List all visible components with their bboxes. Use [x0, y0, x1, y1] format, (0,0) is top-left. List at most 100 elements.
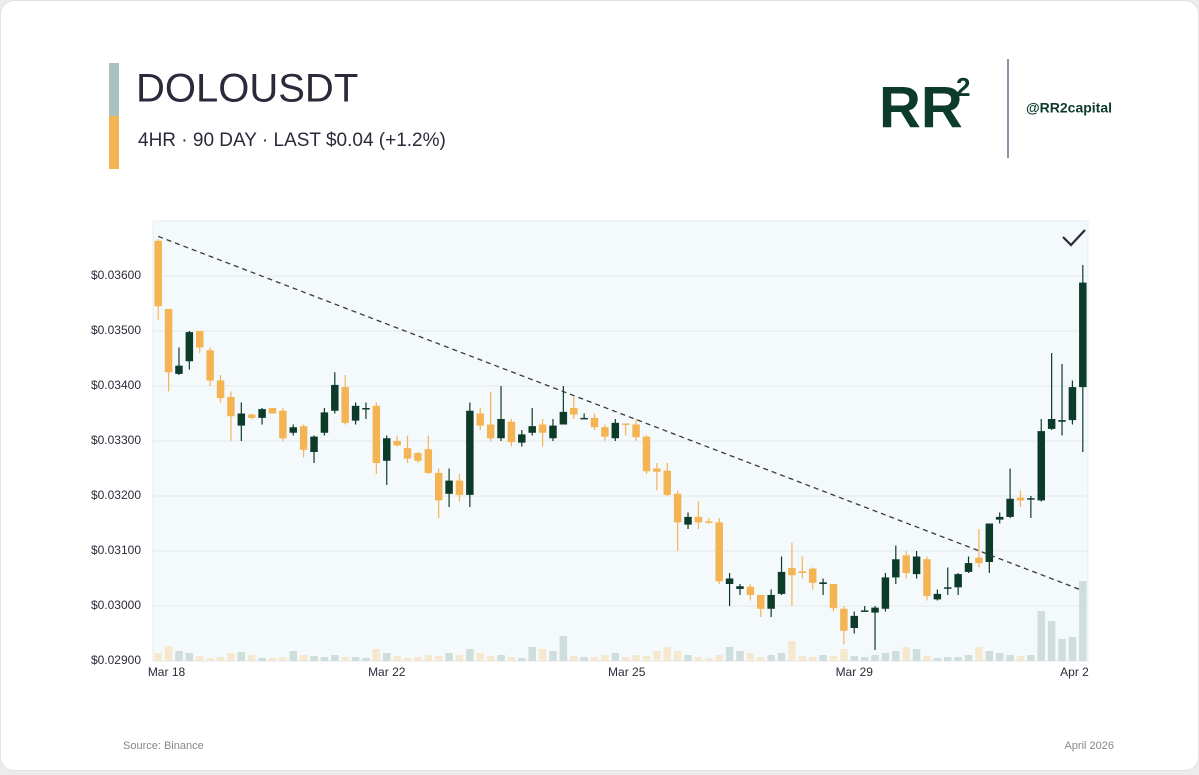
volume-bar [954, 657, 962, 661]
candle-body [196, 331, 204, 348]
volume-bar [995, 653, 1004, 661]
candle-body [840, 608, 848, 631]
volume-bar [767, 655, 775, 661]
volume-bar [757, 657, 765, 661]
candle-body [175, 365, 183, 374]
candle-body [850, 615, 858, 628]
volume-bar [1047, 621, 1056, 661]
candle-body [1016, 497, 1025, 501]
x-tick-label: Mar 18 [148, 665, 186, 679]
candle-body [362, 408, 370, 410]
candle-body [912, 556, 921, 575]
volume-bar [705, 658, 713, 661]
candle-body [621, 423, 630, 425]
volume-bar [393, 656, 401, 661]
volume-bar [164, 646, 173, 661]
volume-bar [590, 657, 599, 661]
candle-body [954, 574, 962, 588]
candle-body [923, 559, 931, 597]
check-icon [1062, 229, 1086, 247]
candle-body [268, 408, 277, 414]
candle-body [507, 421, 516, 443]
volume-bar [196, 656, 204, 661]
volume-bar [570, 656, 578, 661]
volume-bar [299, 655, 308, 661]
candle-body [1068, 387, 1077, 421]
volume-bar [486, 656, 495, 661]
volume-bar [621, 657, 630, 661]
handle: @RR2capital [1026, 100, 1112, 116]
volume-bar [1058, 639, 1066, 661]
candle-body [1027, 498, 1035, 500]
candle-body [445, 480, 453, 494]
volume-bar [497, 655, 505, 661]
volume-bar [538, 649, 547, 661]
candle-body [944, 587, 952, 589]
candle-body [154, 240, 162, 307]
volume-bar [798, 656, 807, 661]
volume-bar [216, 657, 225, 661]
volume-bar [746, 653, 755, 661]
candle-body [393, 441, 401, 446]
y-tick-label: $0.03500 [91, 323, 141, 337]
candle-body [819, 582, 827, 584]
candle-body [590, 417, 599, 428]
accent-bar [109, 63, 119, 116]
volume-bar [725, 647, 734, 661]
candle-body [383, 438, 391, 461]
volume-bar [1006, 655, 1014, 661]
candle-body [601, 427, 609, 437]
volume-bar [289, 651, 297, 661]
candle-body [1047, 419, 1056, 429]
y-tick-label: $0.03300 [91, 433, 141, 447]
candle-body [881, 577, 890, 609]
candle-body [247, 414, 256, 418]
candle-body [279, 410, 287, 439]
candle-body [611, 422, 620, 439]
candle-body [902, 555, 910, 573]
candle-body [964, 563, 973, 572]
volume-bar [466, 649, 474, 661]
volume-bar [871, 655, 879, 661]
volume-bar [1037, 611, 1045, 661]
volume-bar [383, 653, 391, 661]
volume-bar [829, 656, 838, 661]
volume-bar [715, 655, 723, 661]
candle-body [538, 424, 547, 433]
volume-bar [518, 658, 526, 661]
logo-text: RR [879, 75, 963, 140]
volume-bar [237, 652, 246, 661]
volume-bar [933, 658, 942, 661]
volume-bar [881, 653, 890, 661]
candle-body [1058, 420, 1066, 422]
candle-body [455, 480, 464, 495]
candle-body [310, 436, 318, 452]
volume-bar [227, 653, 235, 661]
candle-body [829, 584, 838, 609]
candle-body [559, 411, 568, 425]
volume-bar [1079, 581, 1087, 661]
candle-body [663, 470, 671, 495]
volume-bar [923, 656, 931, 661]
candle-body [403, 448, 412, 459]
volume-bar [1016, 656, 1025, 661]
volume-bar [310, 656, 318, 661]
candle-body [705, 521, 713, 523]
x-tick-label: Mar 29 [836, 665, 874, 679]
volume-bar [331, 655, 339, 661]
candle-body [424, 449, 433, 473]
volume-bar [819, 655, 827, 661]
candle-body [518, 434, 526, 443]
volume-bar [777, 653, 786, 661]
candle-body [777, 571, 786, 594]
title: DOLOUSDT [136, 67, 358, 111]
volume-bar [632, 655, 640, 661]
volume-bar [860, 657, 869, 661]
volume-bar [684, 655, 692, 661]
candle-body [725, 578, 734, 584]
volume-bar [455, 655, 464, 661]
volume-bar [559, 636, 568, 661]
plot-layer: $0.02900 $0.03000 $0.03100 $0.03200 $0.03300… [91, 235, 1089, 679]
